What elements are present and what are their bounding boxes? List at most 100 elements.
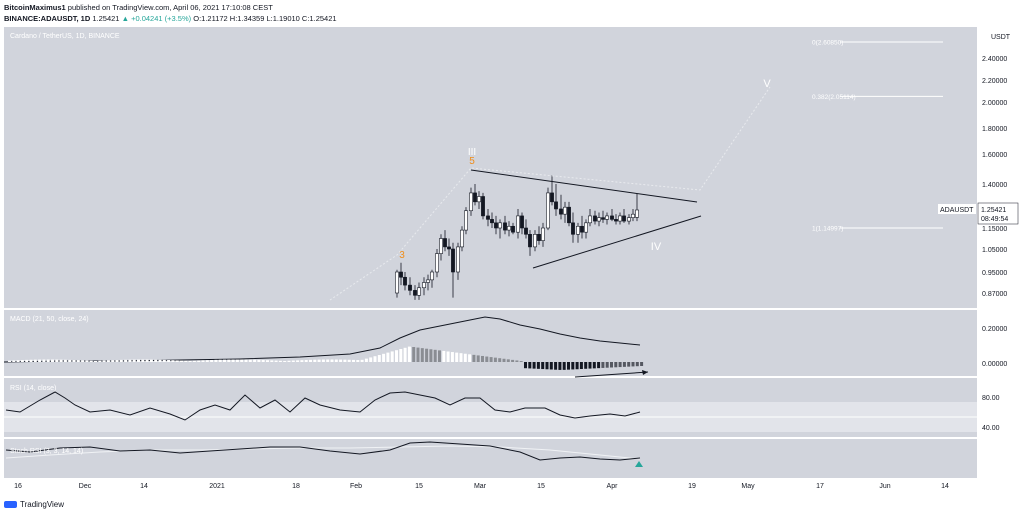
candle-body (395, 271, 399, 294)
chart-title: Cardano / TetherUS, 1D, BINANCE (10, 33, 120, 40)
macd-hist-bar (631, 362, 635, 367)
candle-body (403, 276, 407, 286)
candle-body (413, 290, 417, 296)
macd-hist-bar (399, 348, 403, 362)
macd-hist-bar (106, 360, 110, 362)
macd-hist-bar (42, 359, 46, 362)
macd-hist-bar (124, 359, 128, 362)
macd-hist-bar (128, 359, 132, 362)
macd-hist-bar (111, 360, 115, 362)
macd-hist-bar (46, 359, 50, 362)
last-price-value: 1.25421 (981, 207, 1006, 214)
macd-hist-bar (205, 360, 209, 362)
candle-body (563, 206, 567, 215)
candle-body (554, 201, 558, 210)
candle-body (464, 210, 468, 231)
macd-hist-bar (373, 356, 377, 362)
macd-hist-bar (20, 360, 24, 362)
candle-body (511, 225, 515, 233)
candle-body (451, 248, 455, 273)
macd-hist-bar (493, 357, 497, 362)
macd-hist-bar (180, 360, 183, 362)
stoch-d-line (5, 445, 641, 460)
wave-label: III (468, 147, 476, 158)
macd-hist-bar (446, 351, 450, 362)
x-tick-label: 16 (14, 483, 22, 490)
macd-hist-bar (395, 350, 398, 362)
macd-hist-bar (605, 362, 609, 368)
rsi-line (5, 391, 641, 421)
macd-hist-bar (33, 359, 37, 362)
candle-body (533, 234, 537, 248)
candle-body (473, 192, 477, 203)
footer-brand-text: TradingView (20, 500, 65, 509)
candle-body (422, 282, 426, 289)
candle-body (430, 271, 434, 281)
macd-hist-bar (300, 360, 304, 362)
x-tick-label: 15 (537, 483, 545, 490)
macd-hist-bar (339, 359, 343, 362)
footer-brand[interactable]: TradingView (4, 500, 64, 509)
macd-hist-bar (579, 362, 583, 370)
macd-hist-bar (352, 359, 355, 362)
candle-body (550, 192, 554, 203)
macd-hist-bar (532, 362, 536, 369)
macd-hist-bar (261, 360, 265, 362)
author-name[interactable]: BitcoinMaximus1 (4, 3, 66, 12)
rsi-tick-label: 80.00 (982, 395, 1000, 402)
macd-hist-bar (614, 362, 618, 368)
macd-hist-bar (29, 359, 33, 362)
y-tick-label: 1.60000 (982, 152, 1007, 159)
x-tick-label: Feb (350, 483, 362, 490)
macd-hist-bar (309, 359, 312, 362)
macd-hist-bar (489, 357, 493, 362)
y-tick-label: 1.40000 (982, 182, 1007, 189)
macd-hist-bar (287, 360, 291, 362)
candle-body (528, 234, 532, 248)
price-axis[interactable] (977, 27, 1020, 495)
macd-tick-label: 0.20000 (982, 326, 1007, 333)
macd-hist-bar (476, 355, 480, 362)
candle-body (426, 279, 430, 283)
candle-body (627, 217, 631, 222)
macd-hist-bar (278, 360, 282, 362)
candle-body (605, 215, 609, 220)
macd-hist-bar (76, 360, 80, 362)
macd-hist-bar (283, 360, 287, 362)
macd-hist-bar (63, 359, 67, 362)
price-change: ▲ +0.04241 (+3.5%) (121, 14, 192, 23)
macd-hist-bar (545, 362, 549, 370)
candle-body (507, 225, 511, 231)
macd-hist-bar (119, 359, 123, 362)
macd-hist-bar (416, 347, 420, 362)
macd-hist-bar (313, 359, 317, 362)
macd-hist-bar (81, 360, 85, 362)
macd-hist-bar (218, 359, 222, 362)
macd-hist-bar (502, 358, 506, 362)
candle-body (614, 219, 618, 222)
candle-body (503, 222, 507, 231)
candle-body (610, 215, 614, 220)
candle-body (541, 227, 545, 241)
macd-hist-bar (364, 358, 368, 362)
macd-hist-bar (25, 359, 29, 362)
macd-hist-bar (562, 362, 566, 370)
time-axis[interactable] (4, 478, 977, 495)
macd-hist-bar (549, 362, 553, 370)
candle-body (631, 213, 635, 218)
macd-hist-bar (472, 354, 476, 362)
macd-hist-bar (420, 348, 424, 362)
macd-hist-bar (571, 362, 575, 370)
candle-body (597, 217, 601, 222)
candle-body (524, 227, 528, 235)
macd-hist-bar (85, 360, 89, 362)
macd-hist-bar (296, 360, 300, 362)
macd-hist-bar (197, 360, 201, 362)
candle-body (417, 287, 421, 296)
fib-label: 0(2.60850) (812, 40, 843, 47)
macd-hist-bar (588, 362, 592, 369)
macd-tick-label: 0.00000 (982, 361, 1007, 368)
macd-hist-bar (326, 359, 330, 362)
candle-body (460, 229, 464, 248)
